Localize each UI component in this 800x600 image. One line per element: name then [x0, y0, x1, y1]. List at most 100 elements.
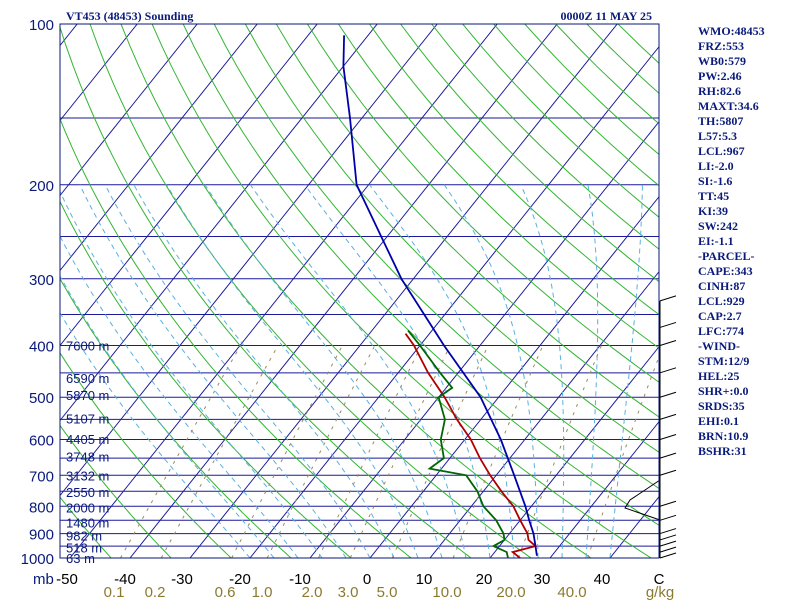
isotherm — [69, 24, 498, 558]
index-line: HEL:25 — [698, 369, 740, 383]
temperature-tick-label: -50 — [56, 571, 78, 588]
index-line: PW:2.46 — [698, 69, 742, 83]
pressure-tick-label: 800 — [29, 499, 54, 516]
mixing-ratio-tick-label: g/kg — [646, 584, 674, 600]
dry-adiabat — [60, 25, 472, 558]
pressure-tick-label: 400 — [29, 339, 54, 356]
mixing-ratio-tick-label: 0.6 — [215, 584, 236, 600]
parcel-trace — [342, 35, 538, 556]
dry-adiabat — [213, 24, 659, 490]
height-label: 2000 m — [66, 501, 109, 516]
height-label: 2550 m — [66, 485, 109, 500]
temperature-tick-label: -10 — [289, 571, 311, 588]
wind-barb — [659, 534, 677, 541]
mixing-ratio-tick-label: 20.0 — [496, 584, 525, 600]
plot-frame — [59, 23, 660, 559]
wind-barb — [659, 367, 677, 374]
mixing-ratio-tick-label: 5.0 — [377, 584, 398, 600]
mixing-ratio-line — [391, 345, 489, 558]
chart-title: VT453 (48453) Sounding — [66, 9, 193, 23]
pressure-tick-label: 900 — [29, 527, 54, 544]
height-label: 518 m — [66, 540, 102, 555]
height-label: 3748 m — [66, 449, 109, 464]
wind-barb — [659, 469, 677, 476]
index-line: WB0:579 — [698, 54, 746, 68]
temperature-tick-label: 0 — [363, 571, 371, 588]
mixing-ratio-tick-label: 3.0 — [338, 584, 359, 600]
pressure-tick-label: 300 — [29, 272, 54, 289]
mixing-ratio-tick-label: 1.0 — [252, 584, 273, 600]
height-label: 63 m — [66, 551, 95, 566]
dry-adiabat — [337, 24, 659, 349]
pressure-tick-label: 100 — [29, 17, 54, 34]
mixing-ratio-tick-label: 40.0 — [557, 584, 586, 600]
index-line: CAPE:343 — [698, 264, 753, 278]
index-line: SHR+:0.0 — [698, 384, 749, 398]
index-line: TT:45 — [698, 189, 730, 203]
wind-barb — [659, 500, 677, 507]
hodograph-trace — [624, 479, 661, 521]
height-label: 982 m — [66, 529, 102, 544]
wind-barb — [659, 434, 677, 441]
isotherm — [60, 24, 378, 422]
temperature-tick-label: 40 — [594, 571, 611, 588]
chart-time: 0000Z 11 MAY 25 — [561, 9, 652, 23]
isotherm — [249, 45, 659, 558]
dry-adiabat — [400, 24, 659, 283]
index-line: -PARCEL- — [698, 249, 755, 263]
wind-barb — [659, 391, 677, 398]
index-line: CINH:87 — [698, 279, 746, 293]
height-label: 1480 m — [66, 515, 109, 530]
moist-adiabat — [204, 184, 443, 558]
index-line: RH:82.6 — [698, 84, 741, 98]
moist-adiabat — [133, 184, 395, 558]
index-line: EI:-1.1 — [698, 234, 734, 248]
index-line: LFC:774 — [698, 324, 744, 338]
temperature-tick-label: 10 — [416, 571, 433, 588]
y-axis-label: mb — [33, 571, 54, 588]
dewpoint-trace — [407, 329, 509, 558]
dry-adiabat — [60, 351, 232, 558]
dry-adiabat — [60, 496, 112, 558]
index-line: WMO:48453 — [698, 24, 765, 38]
moist-adiabat — [304, 184, 491, 558]
isotherm — [60, 24, 138, 122]
moist-adiabat — [166, 184, 419, 558]
mixing-ratio-line — [318, 345, 422, 558]
height-label: 3132 m — [66, 468, 109, 483]
temperature-tick-label: 20 — [476, 571, 493, 588]
temperature-tick-label: -40 — [114, 571, 136, 588]
index-line: MAXT:34.6 — [698, 99, 759, 113]
height-label: 6590 m — [66, 371, 109, 386]
wind-barb — [659, 528, 677, 535]
mixing-ratio-tick-label: 0.1 — [104, 584, 125, 600]
index-line: KI:39 — [698, 204, 728, 218]
index-line: SW:242 — [698, 219, 739, 233]
isotherm — [549, 420, 659, 558]
index-line: SRDS:35 — [698, 399, 745, 413]
dry-adiabat — [431, 24, 659, 250]
moist-adiabat — [60, 311, 251, 558]
dry-adiabat — [244, 24, 659, 453]
temperature-tick-label: C — [654, 571, 665, 588]
dry-adiabat — [369, 24, 659, 316]
mixing-ratio-tick-label: 2.0 — [302, 584, 323, 600]
wind-barb — [659, 321, 677, 328]
dry-adiabat — [60, 200, 352, 558]
isotherm — [189, 24, 618, 558]
index-line: FRZ:553 — [698, 39, 744, 53]
wind-barb — [659, 552, 677, 559]
pressure-tick-label: 700 — [29, 468, 54, 485]
moist-adiabat — [104, 184, 371, 558]
index-line: -WIND- — [698, 339, 740, 353]
index-line: CAP:2.7 — [698, 309, 742, 323]
pressure-tick-label: 500 — [29, 390, 54, 407]
wind-barb — [659, 340, 677, 346]
mixing-ratio-tick-label: 10.0 — [432, 584, 461, 600]
height-label: 5107 m — [66, 412, 109, 427]
wind-barb — [659, 540, 677, 547]
dry-adiabat — [151, 24, 652, 558]
dry-adiabat — [306, 24, 659, 383]
height-label: 7600 m — [66, 339, 109, 354]
